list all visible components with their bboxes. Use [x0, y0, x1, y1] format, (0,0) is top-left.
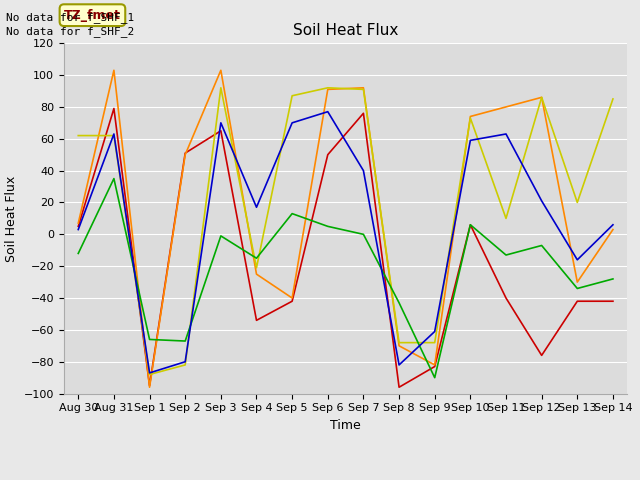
- SHF2: [360, 85, 367, 91]
- SHF1: [146, 383, 154, 388]
- SHF2: [74, 220, 82, 226]
- SHF4: [360, 231, 367, 237]
- Text: No data for f_SHF_1: No data for f_SHF_1: [6, 12, 134, 23]
- SHF3: [502, 216, 510, 221]
- SHF5: [431, 329, 438, 335]
- SHF3: [217, 85, 225, 91]
- SHF4: [110, 176, 118, 181]
- Text: TZ_fmet: TZ_fmet: [64, 9, 121, 22]
- SHF2: [324, 86, 332, 92]
- SHF3: [609, 96, 617, 102]
- SHF3: [146, 372, 154, 377]
- SHF3: [538, 95, 545, 100]
- SHF2: [253, 271, 260, 277]
- SHF3: [431, 340, 438, 346]
- SHF4: [253, 255, 260, 261]
- Line: SHF3: SHF3: [78, 88, 613, 374]
- SHF5: [74, 227, 82, 232]
- SHF3: [467, 115, 474, 121]
- SHF5: [217, 120, 225, 126]
- SHF5: [360, 168, 367, 173]
- SHF1: [110, 106, 118, 111]
- SHF4: [288, 211, 296, 216]
- SHF3: [360, 86, 367, 92]
- SHF5: [573, 257, 581, 263]
- SHF2: [146, 384, 154, 390]
- SHF1: [217, 128, 225, 134]
- SHF3: [573, 200, 581, 205]
- SHF5: [538, 198, 545, 204]
- SHF1: [324, 152, 332, 157]
- Title: Soil Heat Flux: Soil Heat Flux: [293, 23, 398, 38]
- SHF4: [467, 222, 474, 228]
- SHF2: [573, 279, 581, 285]
- SHF2: [502, 104, 510, 110]
- SHF4: [181, 338, 189, 344]
- SHF4: [609, 276, 617, 282]
- SHF3: [181, 362, 189, 368]
- SHF5: [288, 120, 296, 126]
- SHF4: [573, 286, 581, 291]
- SHF1: [396, 384, 403, 390]
- Legend: SHF1, SHF2, SHF3, SHF4, SHF5: SHF1, SHF2, SHF3, SHF4, SHF5: [154, 477, 538, 480]
- SHF1: [431, 364, 438, 370]
- X-axis label: Time: Time: [330, 419, 361, 432]
- SHF2: [217, 67, 225, 73]
- SHF3: [110, 132, 118, 138]
- SHF2: [609, 227, 617, 232]
- SHF2: [467, 114, 474, 120]
- SHF2: [110, 67, 118, 73]
- SHF4: [502, 252, 510, 258]
- SHF3: [253, 265, 260, 271]
- SHF1: [74, 224, 82, 229]
- SHF1: [288, 299, 296, 304]
- SHF1: [467, 222, 474, 228]
- SHF5: [146, 370, 154, 376]
- Text: No data for f_SHF_2: No data for f_SHF_2: [6, 26, 134, 37]
- SHF5: [609, 222, 617, 228]
- SHF1: [573, 299, 581, 304]
- SHF5: [253, 204, 260, 210]
- SHF5: [110, 131, 118, 137]
- SHF4: [538, 242, 545, 248]
- Line: SHF4: SHF4: [78, 179, 613, 378]
- SHF2: [396, 343, 403, 348]
- SHF1: [360, 110, 367, 116]
- SHF4: [217, 233, 225, 239]
- SHF2: [431, 362, 438, 368]
- SHF3: [324, 85, 332, 91]
- SHF1: [181, 150, 189, 156]
- SHF5: [396, 362, 403, 368]
- SHF2: [288, 295, 296, 301]
- SHF1: [253, 317, 260, 323]
- SHF2: [181, 152, 189, 157]
- Y-axis label: Soil Heat Flux: Soil Heat Flux: [5, 175, 19, 262]
- Line: SHF2: SHF2: [78, 70, 613, 387]
- Line: SHF1: SHF1: [78, 108, 613, 387]
- SHF4: [396, 300, 403, 306]
- SHF5: [502, 131, 510, 137]
- SHF4: [146, 336, 154, 342]
- SHF5: [181, 359, 189, 365]
- SHF1: [609, 299, 617, 304]
- SHF3: [288, 93, 296, 99]
- SHF3: [396, 340, 403, 346]
- SHF5: [324, 109, 332, 115]
- SHF1: [538, 352, 545, 358]
- SHF3: [74, 132, 82, 138]
- SHF2: [538, 95, 545, 100]
- SHF5: [467, 137, 474, 143]
- SHF4: [431, 375, 438, 381]
- SHF4: [74, 251, 82, 256]
- Line: SHF5: SHF5: [78, 112, 613, 373]
- SHF1: [502, 295, 510, 301]
- SHF4: [324, 224, 332, 229]
